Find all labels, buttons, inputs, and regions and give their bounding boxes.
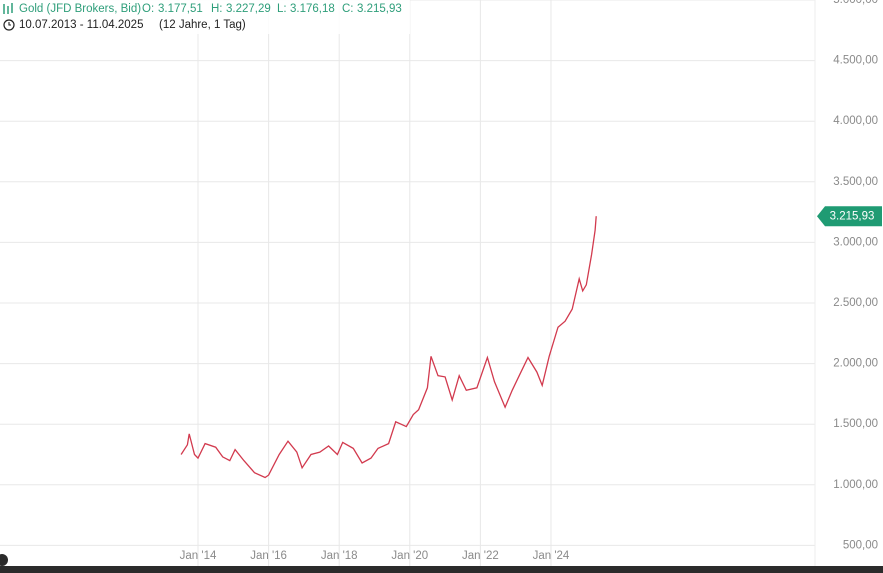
legend-bg xyxy=(0,0,410,34)
y-tick-label: 500,00 xyxy=(843,539,878,551)
open-label: O: xyxy=(142,3,154,15)
x-tick-label: Jan '24 xyxy=(533,550,570,562)
y-tick-label: 3.500,00 xyxy=(833,176,878,188)
close: 3.215,93 xyxy=(357,3,402,15)
price-tag xyxy=(817,206,882,227)
y-tick-label: 1.500,00 xyxy=(833,418,878,430)
candle-icon xyxy=(3,3,13,14)
high: 3.227,29 xyxy=(226,3,271,15)
y-tick-label: 1.000,00 xyxy=(833,479,878,491)
clock-icon xyxy=(3,19,15,31)
x-tick-label: Jan '16 xyxy=(250,550,287,562)
date-range: 10.07.2013 - 11.04.2025 xyxy=(19,19,143,31)
x-tick-label: Jan '18 xyxy=(321,550,358,562)
price-line xyxy=(180,216,597,479)
low: 3.176,18 xyxy=(290,3,335,15)
y-tick-label: 2.000,00 xyxy=(833,358,878,370)
x-tick-label: Jan '14 xyxy=(180,550,217,562)
y-tick-label: 4.000,00 xyxy=(833,115,878,127)
high-label: H: xyxy=(211,3,223,15)
clock-hands xyxy=(8,22,11,26)
time-span: (12 Jahre, 1 Tag) xyxy=(159,19,246,31)
x-tick-label: Jan '20 xyxy=(391,550,428,562)
close-label: C: xyxy=(342,3,354,15)
y-tick-label: 3.000,00 xyxy=(833,236,878,248)
low-label: L: xyxy=(277,3,287,15)
scroll-handle xyxy=(0,554,8,566)
price-tag-label: 3.215,93 xyxy=(830,210,875,222)
open: 3.177,51 xyxy=(158,3,203,15)
scrollbar xyxy=(0,566,883,573)
x-tick-label: Jan '22 xyxy=(462,550,499,562)
y-tick-label: 5.000,00 xyxy=(833,0,878,6)
y-tick-label: 4.500,00 xyxy=(833,55,878,67)
instrument: Gold (JFD Brokers, Bid) xyxy=(19,3,141,15)
y-tick-label: 2.500,00 xyxy=(833,297,878,309)
